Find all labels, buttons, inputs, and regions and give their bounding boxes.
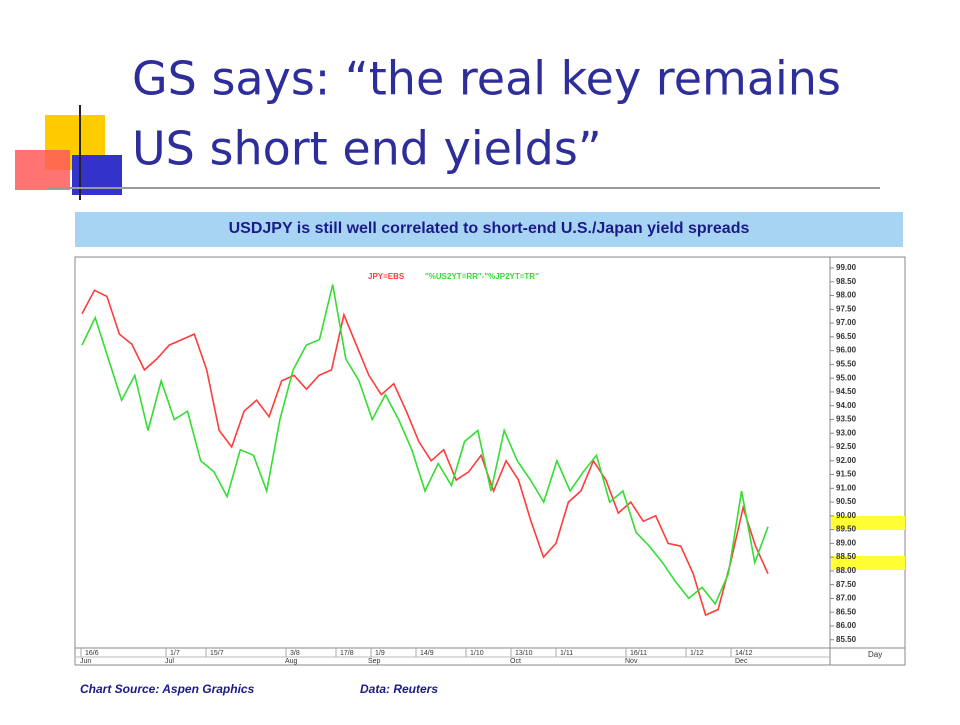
data-note: Data: Reuters <box>360 682 438 696</box>
legend-entry: "%US2YT=RR"-"%JP2YT=TR" <box>425 272 539 281</box>
x-tick-label: 16/6 <box>85 650 99 657</box>
month-label: Sep <box>368 658 381 665</box>
y-tick-label: 91.50 <box>836 470 857 479</box>
x-tick-label: 1/12 <box>690 650 704 657</box>
x-tick-label: 1/11 <box>560 650 573 657</box>
y-tick-label: 87.00 <box>836 594 857 603</box>
chart-banner <box>75 212 903 247</box>
y-tick-label: 92.50 <box>836 442 857 451</box>
series-line <box>81 289 769 617</box>
y-tick-label: 97.50 <box>836 304 857 313</box>
y-tick-label: 85.50 <box>836 635 857 644</box>
y-tick-label: 96.50 <box>836 332 857 341</box>
month-label: Jul <box>165 658 174 665</box>
month-label: Nov <box>625 658 638 665</box>
y-tick-label: 95.00 <box>836 373 857 382</box>
decor-red <box>15 150 70 190</box>
y-tick-label: 93.00 <box>836 428 857 437</box>
y-tick-label: 98.50 <box>836 277 857 286</box>
y-tick-label: 94.00 <box>836 401 857 410</box>
x-tick-label: 1/10 <box>470 650 484 657</box>
y-tick-label: 97.00 <box>836 318 857 327</box>
x-unit: Day <box>868 650 882 659</box>
y-tick-label: 86.00 <box>836 621 857 630</box>
y-tick-label: 92.00 <box>836 456 857 465</box>
month-label: Oct <box>510 658 521 665</box>
slide-title-line: US short end yields” <box>132 122 602 176</box>
x-tick-label: 3/8 <box>290 650 300 657</box>
y-tick-label: 93.50 <box>836 415 857 424</box>
x-tick-label: 1/9 <box>375 650 385 657</box>
last-value-box <box>831 516 905 530</box>
x-tick-label: 14/9 <box>420 650 434 657</box>
last-value-box <box>831 556 905 570</box>
y-tick-label: 99.00 <box>836 263 857 272</box>
y-tick-label: 90.50 <box>836 497 857 506</box>
x-tick-label: 14/12 <box>735 650 753 657</box>
x-tick-label: 15/7 <box>210 650 224 657</box>
y-tick-label: 98.00 <box>836 291 857 300</box>
source-note: Chart Source: Aspen Graphics <box>80 682 255 696</box>
chart-frame <box>74 256 906 666</box>
y-tick-label: 89.00 <box>836 538 857 547</box>
y-tick-label: 90.00 <box>836 511 857 520</box>
y-tick-label: 96.00 <box>836 346 857 355</box>
month-label: Jun <box>80 658 91 665</box>
x-tick-label: 13/10 <box>515 650 533 657</box>
x-tick-label: 1/7 <box>170 650 180 657</box>
y-tick-label: 87.50 <box>836 580 857 589</box>
y-tick-label: 88.00 <box>836 566 857 575</box>
y-tick-label: 86.50 <box>836 607 857 616</box>
y-tick-label: 88.50 <box>836 552 857 561</box>
y-tick-label: 94.50 <box>836 387 857 396</box>
y-tick-label: 95.50 <box>836 359 857 368</box>
legend-entry: JPY=EBS <box>368 272 405 281</box>
chart-title: USDJPY is still well correlated to short… <box>229 220 750 237</box>
month-label: Aug <box>285 658 298 665</box>
x-tick-label: 17/8 <box>340 650 354 657</box>
series-line <box>81 284 769 606</box>
slide-title-line: GS says: “the real key remains <box>132 52 841 106</box>
month-label: Dec <box>735 658 748 665</box>
y-tick-label: 91.00 <box>836 483 857 492</box>
y-tick-label: 89.50 <box>836 525 857 534</box>
x-tick-label: 16/11 <box>630 650 647 657</box>
